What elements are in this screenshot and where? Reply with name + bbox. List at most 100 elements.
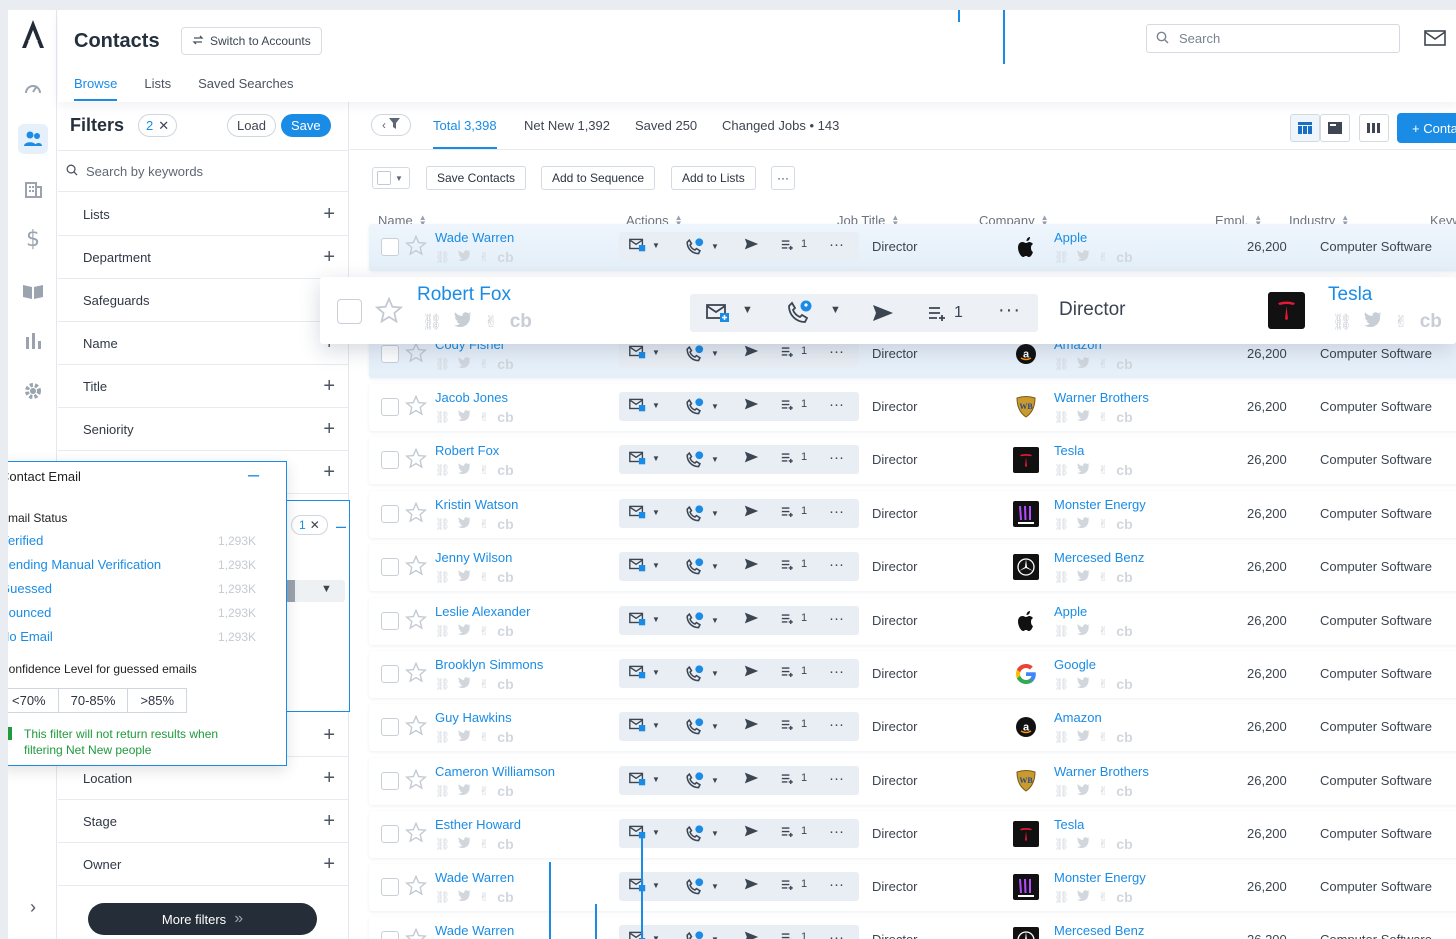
angellist-icon[interactable]: ✌ xyxy=(1098,624,1109,638)
plus-icon[interactable]: + xyxy=(323,246,335,268)
contact-name-link[interactable]: Robert Fox xyxy=(435,443,500,458)
send-icon[interactable] xyxy=(744,878,759,890)
company-link[interactable]: Mercesed Benz xyxy=(1054,550,1145,565)
contact-name-link[interactable]: Wade Warren xyxy=(435,923,515,938)
send-icon[interactable] xyxy=(744,398,759,410)
chevron-down-icon[interactable]: ▼ xyxy=(711,776,719,785)
crunchbase-icon[interactable]: cb xyxy=(1116,729,1133,745)
sequence-action[interactable]: 1 xyxy=(781,558,807,570)
star-icon[interactable] xyxy=(404,608,428,635)
crunchbase-icon[interactable]: cb xyxy=(1116,409,1133,425)
email-action-icon[interactable]: ▼ xyxy=(629,772,660,786)
star-icon[interactable] xyxy=(404,661,428,688)
angellist-icon[interactable]: ✌ xyxy=(479,890,490,904)
crunchbase-icon[interactable]: cb xyxy=(497,889,514,905)
link-icon[interactable]: ⛓ xyxy=(1054,784,1070,798)
filter-section-owner[interactable]: Owner + xyxy=(58,843,349,886)
twitter-icon[interactable] xyxy=(1077,622,1091,640)
send-icon[interactable] xyxy=(744,505,759,517)
table-row[interactable]: Robert Fox ⛓ ✌ cb ▼ ▼ 1 ··· Director Tes… xyxy=(369,437,1456,484)
plus-icon[interactable]: + xyxy=(323,810,335,832)
angellist-icon[interactable]: ✌ xyxy=(1098,357,1109,371)
more-actions-icon[interactable]: ··· xyxy=(771,166,795,190)
twitter-icon[interactable] xyxy=(1077,248,1091,266)
phone-action-icon[interactable]: ▼ xyxy=(685,665,719,682)
company-link[interactable]: Warner Brothers xyxy=(1054,390,1149,405)
email-option-bounced[interactable]: Bounced xyxy=(8,605,52,620)
contact-name-link[interactable]: Guy Hawkins xyxy=(435,710,512,725)
chevron-down-icon[interactable]: ▼ xyxy=(652,667,660,677)
link-icon[interactable]: ⛓ xyxy=(435,890,451,904)
sequence-action[interactable]: 1 xyxy=(781,505,807,517)
angellist-icon[interactable]: ✌ xyxy=(1098,784,1109,798)
more-options-icon[interactable]: ··· xyxy=(829,236,844,253)
company-link[interactable]: Tesla xyxy=(1328,284,1373,305)
twitter-icon[interactable] xyxy=(1077,355,1091,373)
crunchbase-icon[interactable]: cb xyxy=(1116,836,1133,852)
phone-action-icon[interactable]: ▼ xyxy=(685,345,719,362)
filter-section-safeguards[interactable]: Safeguards+ xyxy=(58,279,349,322)
expand-chevron-icon[interactable]: › xyxy=(30,896,36,917)
row-checkbox[interactable] xyxy=(381,558,399,576)
angellist-icon[interactable]: ✌ xyxy=(1098,890,1109,904)
angellist-icon[interactable]: ✌ xyxy=(1098,837,1109,851)
people-icon[interactable] xyxy=(18,124,48,154)
contact-name-link[interactable]: Robert Fox xyxy=(417,284,511,305)
chevron-down-icon[interactable]: ▼ xyxy=(652,400,660,410)
confidence-high-button[interactable]: >85% xyxy=(127,688,188,713)
columns-view-icon[interactable] xyxy=(1359,114,1389,142)
chevron-down-icon[interactable]: ▼ xyxy=(652,880,660,890)
phone-action-icon[interactable]: ▼ xyxy=(685,718,719,735)
crunchbase-icon[interactable]: cb xyxy=(497,516,514,532)
twitter-icon[interactable] xyxy=(458,888,472,906)
switch-to-accounts-button[interactable]: Switch to Accounts xyxy=(181,27,322,55)
clear-filters-icon[interactable]: ✕ xyxy=(158,117,170,133)
chevron-down-icon[interactable]: ▼ xyxy=(652,453,660,463)
send-icon[interactable] xyxy=(744,612,759,624)
more-options-icon[interactable]: ··· xyxy=(829,556,844,573)
select-all-checkbox[interactable] xyxy=(377,171,391,185)
table-row[interactable]: Cameron Williamson ⛓ ✌ cb ▼ ▼ 1 ··· Dire… xyxy=(369,758,1456,805)
contact-name-link[interactable]: Brooklyn Simmons xyxy=(435,657,544,672)
chevron-down-icon[interactable]: ▼ xyxy=(711,562,719,571)
angellist-icon[interactable]: ✌ xyxy=(1098,463,1109,477)
email-action-icon[interactable]: ▼ xyxy=(629,878,660,892)
more-options-icon[interactable]: ··· xyxy=(829,770,844,787)
crunchbase-icon[interactable]: cb xyxy=(1419,311,1442,332)
plus-icon[interactable]: + xyxy=(323,418,335,440)
angellist-icon[interactable]: ✌ xyxy=(479,357,490,371)
chevron-down-icon[interactable]: ▼ xyxy=(652,507,660,517)
chevron-down-icon[interactable]: ▼ xyxy=(652,240,660,250)
chevron-down-icon[interactable]: ▼ xyxy=(830,304,841,316)
email-action-icon[interactable]: ▼ xyxy=(629,612,660,626)
contact-name-link[interactable]: Wade Warren xyxy=(435,870,515,885)
link-icon[interactable]: ⛓ xyxy=(435,730,451,744)
link-icon[interactable]: ⛓ xyxy=(435,517,451,531)
send-icon[interactable] xyxy=(744,825,759,837)
star-icon[interactable] xyxy=(404,768,428,795)
star-icon[interactable] xyxy=(404,554,428,581)
more-options-icon[interactable]: ··· xyxy=(829,610,844,627)
filters-count-badge[interactable]: 2 ✕ xyxy=(138,114,178,137)
email-action-icon[interactable] xyxy=(706,303,730,328)
twitter-icon[interactable] xyxy=(1077,568,1091,586)
email-action-icon[interactable]: ▼ xyxy=(629,238,660,252)
crunchbase-icon[interactable]: cb xyxy=(1116,516,1133,532)
star-icon[interactable] xyxy=(404,874,428,901)
company-link[interactable]: Google xyxy=(1054,657,1096,672)
crunchbase-icon[interactable]: cb xyxy=(497,836,514,852)
link-icon[interactable]: ⛓ xyxy=(1054,730,1070,744)
filter-section-seniority[interactable]: Seniority + xyxy=(58,408,349,451)
company-link[interactable]: Apple xyxy=(1054,604,1088,619)
link-icon[interactable]: ⛓ xyxy=(1054,570,1070,584)
table-row[interactable]: Kristin Watson ⛓ ✌ cb ▼ ▼ 1 ··· Director… xyxy=(369,491,1456,538)
dashboard-icon[interactable] xyxy=(18,74,48,104)
email-action-icon[interactable]: ▼ xyxy=(629,398,660,412)
twitter-icon[interactable] xyxy=(458,675,472,693)
row-checkbox[interactable] xyxy=(381,238,399,256)
phone-action-icon[interactable]: ▼ xyxy=(685,878,719,895)
phone-action-icon[interactable]: ▼ xyxy=(685,451,719,468)
stat-total[interactable]: Total 3,398 xyxy=(433,118,497,149)
send-icon[interactable] xyxy=(744,772,759,784)
contact-name-link[interactable]: Esther Howard xyxy=(435,817,521,832)
